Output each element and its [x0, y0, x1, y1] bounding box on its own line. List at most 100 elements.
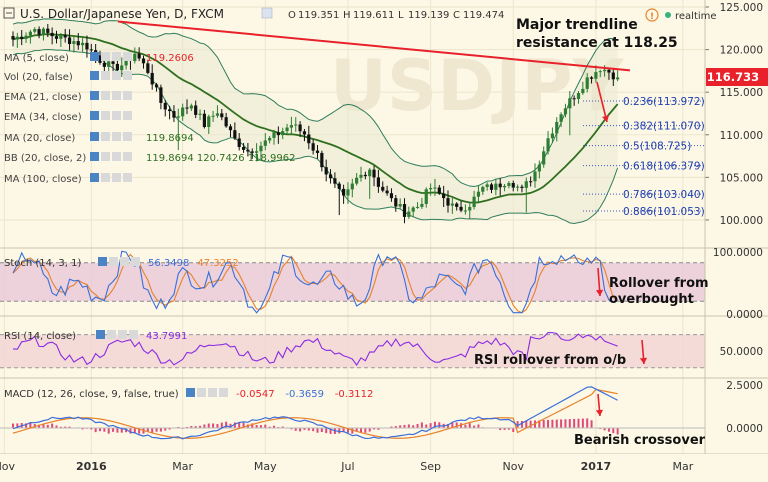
candle-body [450, 203, 454, 206]
rsi-panel [0, 332, 705, 369]
candle-body [33, 29, 37, 32]
panel-control-icon [197, 388, 206, 397]
indicator-control-icon [90, 173, 99, 182]
panel-control-icon [98, 257, 107, 266]
candle-body [294, 124, 298, 126]
candle-body [442, 193, 446, 199]
indicator-control-icon [90, 71, 99, 80]
candle-body [594, 72, 598, 79]
indicator-control-icon [123, 52, 132, 61]
candle-body [98, 55, 102, 63]
indicator-control-icon [90, 132, 99, 141]
candle-body [550, 133, 554, 139]
candle-body [563, 108, 568, 115]
candle-body [137, 53, 141, 59]
panel-value: -0.3112 [335, 389, 374, 400]
candle-body [489, 184, 494, 190]
ohlc-value: 119.474 [463, 10, 504, 21]
candle-body [207, 116, 211, 128]
panel-control-icon [186, 388, 195, 397]
indicator-control-icon [123, 91, 132, 100]
candle-body [189, 105, 193, 109]
indicator-control-icon [123, 152, 132, 161]
indicator-control-icon [101, 173, 110, 182]
panel-control-icon [129, 330, 138, 339]
indicator-control-icon [101, 71, 110, 80]
indicator-label: MA (100, close) [4, 174, 82, 185]
candle-body [381, 186, 385, 191]
rsi-line [12, 332, 618, 366]
ohlc-label: H [343, 10, 351, 21]
candle-body [337, 183, 341, 189]
indicator-value: 119.2606 [146, 53, 194, 64]
indicator-label: EMA (34, close) [4, 112, 82, 123]
down-arrow-stoch-head [595, 289, 604, 296]
fib-level-label: 0.5(108.725) [623, 141, 691, 153]
candle-body [215, 113, 220, 116]
candle-body [172, 111, 176, 118]
candle-body [420, 203, 424, 207]
candle-body [276, 132, 280, 136]
candle-body [63, 35, 67, 38]
candle-body [250, 151, 254, 153]
candle-body [376, 177, 380, 187]
candle-body [198, 113, 202, 115]
indicator-label: BB (20, close, 2) [4, 153, 86, 164]
candle-body [389, 193, 394, 199]
macd-tick-0: 0.0000 [726, 423, 763, 435]
candle-body [285, 127, 289, 132]
candle-body [85, 42, 89, 50]
candle-body [568, 98, 572, 109]
ohlc-label: L [398, 10, 404, 21]
annotation-stoch-line1: Rollover from [609, 276, 709, 291]
price-panel: 0.236(113.972) 0.382(111.070) 0.5(108.725)… [11, 18, 705, 224]
candle-body [385, 190, 389, 194]
candle-body [355, 177, 359, 184]
x-tick-label: Mar [673, 460, 694, 473]
candle-body [524, 181, 528, 188]
macd-panel [0, 386, 705, 440]
candle-body [585, 77, 589, 89]
y-tick-label: 110.000 [720, 130, 763, 142]
candle-body [255, 151, 259, 153]
candle-body [350, 183, 354, 190]
candle-body [124, 58, 128, 66]
y-tick-label: 100.000 [720, 215, 763, 227]
candle-body [237, 138, 241, 147]
candle-body [11, 36, 15, 40]
candle-body [202, 113, 206, 128]
candle-body [224, 117, 228, 127]
x-tick-label: 2017 [581, 460, 612, 473]
candle-body [468, 207, 472, 211]
alert-icon [645, 8, 659, 22]
candle-body [433, 187, 437, 189]
panel-control-icon [107, 330, 116, 339]
candle-body [168, 109, 172, 112]
candle-body [241, 146, 246, 150]
candle-body [603, 69, 607, 72]
candle-body [120, 65, 124, 71]
candle-body [502, 185, 507, 188]
candle-body [616, 77, 620, 80]
y-tick-label: 115.000 [720, 87, 763, 99]
candle-body [59, 35, 63, 39]
indicator-label: Vol (20, false) [4, 72, 73, 83]
indicator-control-icon [90, 52, 99, 61]
candle-body [302, 131, 307, 135]
x-tick-label: Sep [420, 460, 441, 473]
time-axis-background [0, 454, 768, 478]
down-arrow-rsi-head [639, 357, 648, 364]
panel-value: -0.3659 [285, 389, 324, 400]
candle-body [429, 188, 433, 190]
candle-body [402, 204, 407, 217]
bollinger-lower [12, 49, 619, 224]
candle-body [133, 53, 137, 62]
ma-20-line [12, 33, 619, 204]
candle-body [328, 174, 333, 179]
last-price-value: 116.733 [707, 70, 759, 84]
down-arrow-price-head [602, 115, 610, 122]
candle-body [589, 77, 594, 79]
panel-control-icon [96, 330, 105, 339]
candle-body [481, 186, 485, 192]
